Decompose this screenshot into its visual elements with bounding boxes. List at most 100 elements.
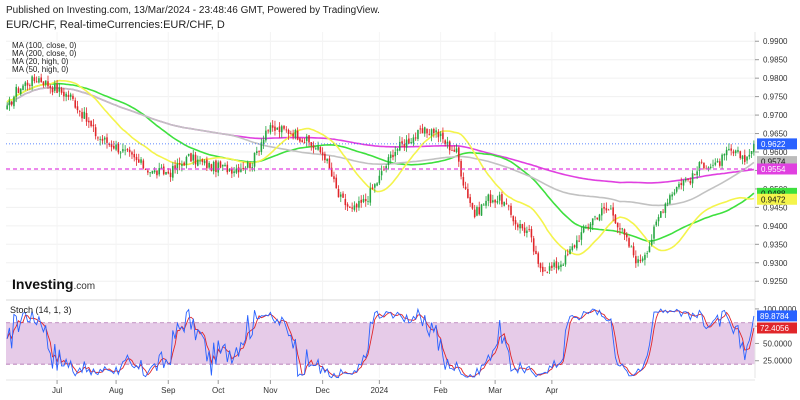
candle-body xyxy=(750,151,753,155)
candle-body xyxy=(596,217,599,220)
candle-body xyxy=(31,76,33,87)
candle-body xyxy=(355,204,358,208)
candle-body xyxy=(748,154,751,157)
candle-body xyxy=(385,166,387,169)
candle-body xyxy=(258,151,260,152)
candle-body xyxy=(231,168,233,174)
candle-body xyxy=(242,167,244,170)
candle-body xyxy=(598,214,601,221)
candle-body xyxy=(489,194,492,204)
candle-body xyxy=(349,206,351,208)
candle-body xyxy=(471,202,474,209)
candle-body xyxy=(662,211,664,213)
price-tick-label: 0.9600 xyxy=(763,148,788,157)
candle-body xyxy=(181,163,183,166)
candle-body xyxy=(603,206,605,209)
candle-body xyxy=(142,160,145,169)
candle-body xyxy=(650,239,653,245)
time-tick-label: Aug xyxy=(109,386,123,395)
candle-body xyxy=(716,160,719,163)
candle-body xyxy=(140,159,142,163)
price-levels xyxy=(6,143,755,170)
price-label-text: 0.9574 xyxy=(761,158,786,167)
candle-body xyxy=(576,240,578,249)
candle-body xyxy=(641,258,644,261)
candle-body xyxy=(278,126,281,133)
candle-body xyxy=(76,106,79,111)
candle-body xyxy=(156,170,158,176)
candle-body xyxy=(639,259,642,262)
candle-body xyxy=(437,131,440,138)
price-label-text: 0.9622 xyxy=(761,140,786,149)
candle-body xyxy=(344,199,347,206)
candle-body xyxy=(632,246,635,256)
candle-body xyxy=(694,174,696,176)
candle-body xyxy=(562,264,565,266)
candle-body xyxy=(303,142,306,143)
candle-body xyxy=(566,253,569,255)
candle-body xyxy=(312,145,315,149)
candle-body xyxy=(233,171,235,173)
candle-body xyxy=(532,238,535,252)
candle-body xyxy=(54,84,56,91)
publish-info: Published on Investing.com, 13/Mar/2024 … xyxy=(6,5,380,16)
candle-body xyxy=(492,200,494,203)
candle-body xyxy=(473,209,476,218)
candle-body xyxy=(703,162,705,169)
candle-body xyxy=(530,229,533,238)
candle-body xyxy=(88,120,90,123)
stoch-d-line xyxy=(6,309,755,377)
candle-body xyxy=(612,207,614,216)
candle-body xyxy=(165,171,167,175)
candle-body xyxy=(682,180,685,186)
time-tick-label: Sep xyxy=(161,386,176,395)
price-tick-label: 0.9350 xyxy=(763,240,788,249)
candle-body xyxy=(374,184,376,188)
price-tick-label: 0.9700 xyxy=(763,111,788,120)
candle-body xyxy=(305,136,308,142)
candle-body xyxy=(151,170,154,174)
candle-body xyxy=(421,128,424,134)
candle-body xyxy=(81,112,83,119)
candle-body xyxy=(240,168,242,172)
candle-body xyxy=(56,84,58,93)
time-tick-label: Feb xyxy=(434,386,448,395)
candle-body xyxy=(271,125,274,128)
candle-body xyxy=(557,265,560,270)
candle-body xyxy=(628,238,630,247)
candle-body xyxy=(269,125,272,133)
candle-body xyxy=(60,88,63,93)
candle-body xyxy=(635,256,637,264)
candle-body xyxy=(362,198,365,203)
candle-body xyxy=(226,164,229,173)
candle-body xyxy=(310,142,313,146)
symbol-title: EUR/CHF, Real-timeCurrencies:EUR/CHF, D xyxy=(6,19,225,31)
candle-body xyxy=(428,134,431,136)
candle-body xyxy=(308,135,310,143)
candle-body xyxy=(657,217,660,222)
candle-body xyxy=(383,169,385,171)
candle-body xyxy=(728,148,730,151)
candle-body xyxy=(97,137,99,139)
time-tick-label: Nov xyxy=(263,386,277,395)
candle-body xyxy=(741,155,744,160)
candle-body xyxy=(201,159,204,162)
candle-body xyxy=(458,147,460,162)
candle-body xyxy=(448,141,451,151)
time-tick-label: Dec xyxy=(316,386,330,395)
candle-body xyxy=(496,201,499,203)
candle-body xyxy=(162,166,165,175)
candle-body xyxy=(578,240,580,242)
candle-body xyxy=(544,270,546,272)
candle-body xyxy=(664,203,667,213)
candle-body xyxy=(131,152,133,155)
candle-body xyxy=(219,161,222,168)
candle-body xyxy=(487,194,490,201)
candle-body xyxy=(732,151,735,154)
candle-body xyxy=(753,143,755,153)
candle-body xyxy=(183,162,185,166)
candle-body xyxy=(260,142,263,153)
moving-averages xyxy=(6,79,755,256)
candle-body xyxy=(190,153,192,162)
